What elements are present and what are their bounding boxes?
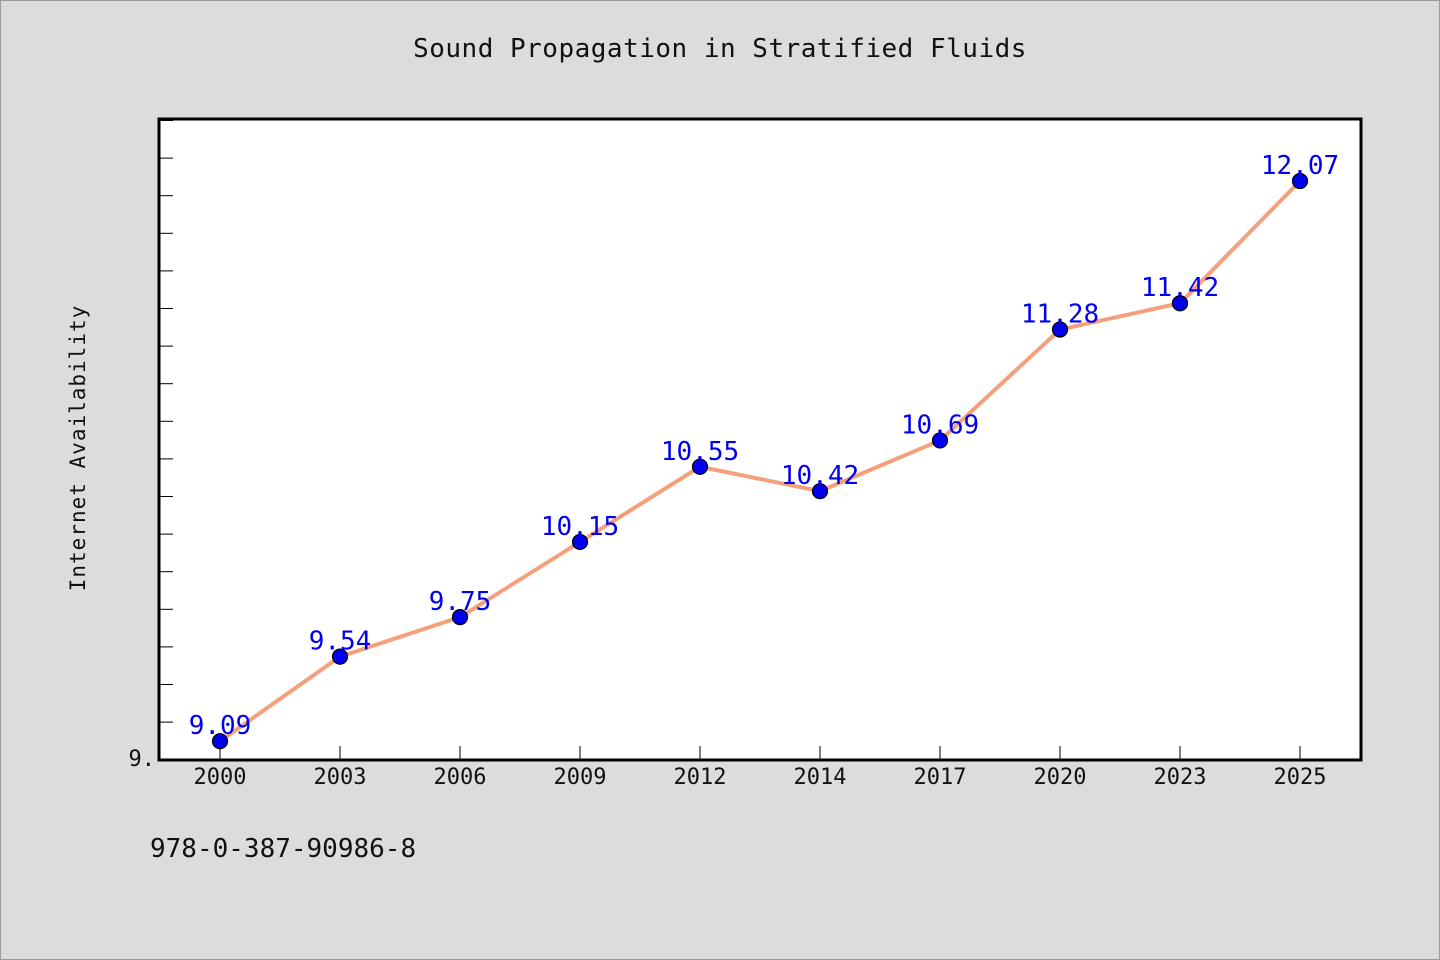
y-axis: 9.	[129, 120, 173, 772]
data-label: 9.09	[189, 711, 252, 741]
x-tick-label: 2014	[794, 765, 847, 790]
x-tick-label: 2009	[554, 765, 607, 790]
data-label: 11.42	[1141, 273, 1219, 303]
series-line	[218, 179, 1302, 744]
data-label: 10.69	[901, 410, 979, 440]
data-point	[451, 609, 469, 626]
x-tick-label: 2020	[1034, 765, 1087, 790]
data-label: 10.15	[541, 512, 619, 542]
x-tick-label: 2017	[914, 765, 967, 790]
data-point	[1291, 172, 1309, 190]
series-group: 9.09 9.54 9.75 10.15 10.55 10.42 10.69 11.28 11.…	[189, 151, 1339, 750]
plot-area	[157, 117, 1363, 762]
data-point	[571, 533, 589, 551]
isbn-caption: 978-0-387-90986-8	[150, 834, 417, 864]
data-point	[811, 483, 829, 500]
x-axis: 2000 2003 2006 2009 2012 2014 2017 2020 2023 2025	[194, 746, 1327, 790]
x-tick-label: 2012	[674, 765, 727, 790]
data-label: 12.07	[1261, 151, 1339, 181]
data-label: 11.28	[1021, 300, 1099, 330]
data-point	[211, 733, 229, 750]
x-tick-label: 2023	[1154, 765, 1207, 790]
x-tick-label: 2000	[194, 765, 247, 790]
data-point	[1171, 295, 1189, 312]
x-tick-label: 2006	[434, 765, 487, 790]
data-point	[331, 648, 349, 665]
data-label: 9.54	[309, 627, 372, 657]
y-tick-label: 9.	[129, 747, 156, 772]
data-label: 10.55	[661, 437, 739, 467]
x-tick-label: 2025	[1274, 765, 1327, 790]
chart-title: Sound Propagation in Stratified Fluids	[413, 34, 1027, 64]
x-tick-label: 2003	[314, 765, 367, 790]
data-label: 9.75	[429, 587, 492, 617]
data-point	[691, 458, 709, 475]
data-point	[1051, 321, 1069, 338]
data-point	[931, 432, 949, 449]
data-label: 10.42	[781, 461, 859, 491]
